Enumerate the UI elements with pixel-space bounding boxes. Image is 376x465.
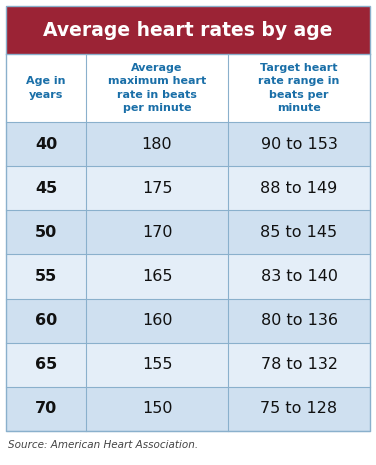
Text: 165: 165 — [142, 269, 172, 284]
Bar — [6, 166, 370, 210]
Text: 88 to 149: 88 to 149 — [261, 181, 338, 196]
Text: 75 to 128: 75 to 128 — [261, 401, 338, 417]
Text: 45: 45 — [35, 181, 57, 196]
Text: 90 to 153: 90 to 153 — [261, 137, 337, 152]
Bar — [6, 299, 370, 343]
Text: 55: 55 — [35, 269, 57, 284]
Text: 83 to 140: 83 to 140 — [261, 269, 338, 284]
Text: 170: 170 — [142, 225, 172, 240]
Text: 160: 160 — [142, 313, 172, 328]
Bar — [6, 343, 370, 387]
Bar — [6, 387, 370, 431]
Bar — [6, 254, 370, 299]
Bar — [6, 6, 370, 54]
Text: 155: 155 — [142, 357, 172, 372]
Text: 80 to 136: 80 to 136 — [261, 313, 338, 328]
Text: 175: 175 — [142, 181, 172, 196]
Text: 65: 65 — [35, 357, 57, 372]
Text: 180: 180 — [142, 137, 172, 152]
Text: Average heart rates by age: Average heart rates by age — [43, 20, 333, 40]
Text: 50: 50 — [35, 225, 57, 240]
Text: Age in
years: Age in years — [26, 76, 66, 100]
Bar — [6, 54, 370, 122]
Bar — [6, 210, 370, 254]
Text: 40: 40 — [35, 137, 57, 152]
Text: 78 to 132: 78 to 132 — [261, 357, 338, 372]
Text: 70: 70 — [35, 401, 57, 417]
Text: Source: American Heart Association.: Source: American Heart Association. — [8, 440, 198, 450]
Text: 150: 150 — [142, 401, 172, 417]
Text: Target heart
rate range in
beats per
minute: Target heart rate range in beats per min… — [258, 63, 340, 113]
Text: 85 to 145: 85 to 145 — [261, 225, 338, 240]
Bar — [6, 122, 370, 166]
Text: Average
maximum heart
rate in beats
per minute: Average maximum heart rate in beats per … — [108, 63, 206, 113]
Text: 60: 60 — [35, 313, 57, 328]
